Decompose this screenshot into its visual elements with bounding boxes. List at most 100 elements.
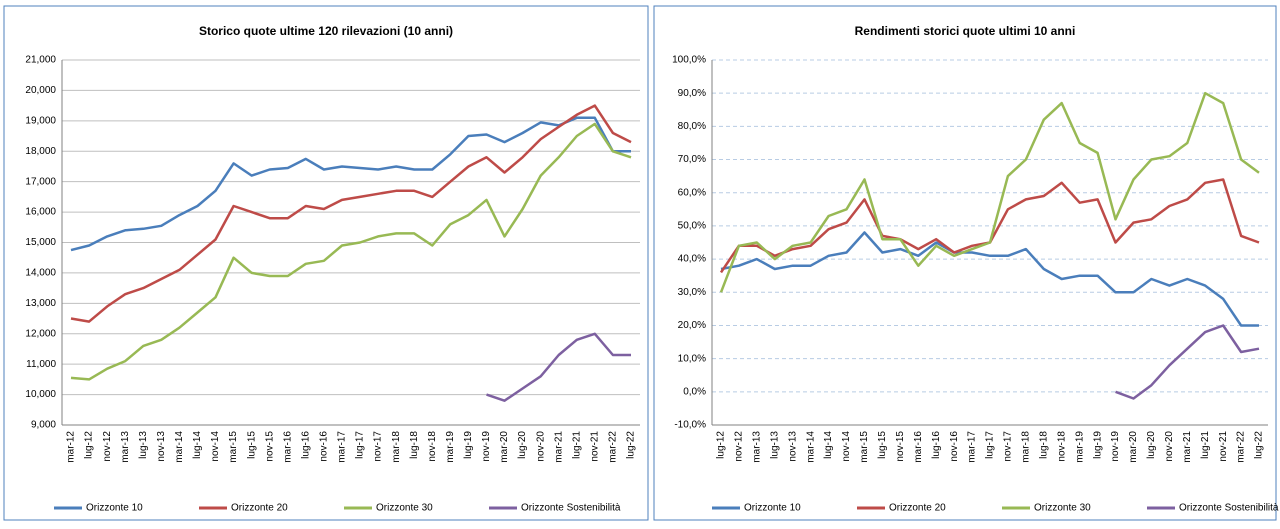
x-tick-label: lug-18 [1038, 431, 1049, 459]
x-tick-label: lug-14 [823, 431, 834, 459]
x-tick-label: lug-19 [1092, 431, 1103, 459]
x-tick-label: lug-12 [84, 431, 95, 459]
y-tick-label: 50,0% [678, 221, 706, 232]
y-tick-label: 90,0% [678, 88, 706, 99]
x-tick-label: lug-21 [1200, 431, 1211, 459]
x-tick-label: lug-13 [138, 431, 149, 459]
x-tick-label: mar-18 [391, 431, 402, 463]
x-tick-label: mar-16 [282, 431, 293, 463]
x-tick-label: lug-21 [571, 431, 582, 459]
x-tick-label: lug-20 [1146, 431, 1157, 459]
x-tick-label: nov-18 [1056, 431, 1067, 462]
legend-label: Orizzonte 30 [1034, 503, 1091, 514]
x-tick-label: mar-21 [1182, 431, 1193, 463]
y-tick-label: 30,0% [678, 287, 706, 298]
x-tick-label: lug-22 [1254, 431, 1265, 459]
x-tick-label: mar-12 [66, 431, 77, 463]
x-tick-label: mar-18 [1021, 431, 1032, 463]
x-tick-label: mar-17 [967, 431, 978, 463]
x-tick-label: mar-13 [751, 431, 762, 463]
chart-panel [653, 5, 1277, 521]
x-tick-label: mar-14 [174, 431, 185, 463]
x-tick-label: nov-21 [1218, 431, 1229, 462]
y-tick-label: 10,0% [678, 353, 706, 364]
y-tick-label: 40,0% [678, 254, 706, 265]
x-tick-label: lug-15 [246, 431, 257, 459]
y-tick-label: 21,000 [25, 55, 56, 66]
x-tick-label: nov-19 [481, 431, 492, 462]
x-tick-label: lug-14 [192, 431, 203, 459]
x-tick-label: nov-12 [734, 431, 745, 462]
data-line [719, 91, 1260, 293]
x-tick-label: lug-22 [626, 431, 637, 459]
chart-panel [3, 5, 649, 521]
x-tick-label: lug-12 [716, 431, 727, 459]
x-tick-label: nov-20 [1164, 431, 1175, 462]
y-tick-label: 70,0% [678, 154, 706, 165]
y-tick-label: 0,0% [683, 386, 706, 397]
x-tick-label: lug-18 [409, 431, 420, 459]
data-line [70, 116, 631, 252]
y-tick-label: 20,000 [25, 85, 56, 96]
chart-title: Storico quote ultime 120 rilevazioni (10… [199, 24, 453, 38]
x-tick-label: nov-14 [210, 431, 221, 462]
x-tick-label: mar-16 [913, 431, 924, 463]
x-tick-label: lug-15 [877, 431, 888, 459]
y-tick-label: 13,000 [25, 298, 56, 309]
legend-label: Orizzonte 20 [231, 503, 288, 514]
legend-label: Orizzonte 30 [376, 503, 433, 514]
x-tick-label: nov-16 [319, 431, 330, 462]
x-tick-label: mar-22 [1236, 431, 1247, 463]
legend-label: Orizzonte Sostenibilità [1179, 503, 1279, 514]
x-tick-label: nov-20 [535, 431, 546, 462]
x-tick-label: lug-20 [517, 431, 528, 459]
x-tick-label: mar-15 [859, 431, 870, 463]
x-tick-label: lug-16 [300, 431, 311, 459]
x-tick-label: nov-18 [427, 431, 438, 462]
y-tick-label: 17,000 [25, 176, 56, 187]
x-tick-label: nov-12 [102, 431, 113, 462]
data-line [486, 332, 631, 402]
legend-label: Orizzonte Sostenibilità [521, 503, 621, 514]
x-tick-label: mar-21 [553, 431, 564, 463]
legend-label: Orizzonte 20 [889, 503, 946, 514]
y-tick-label: -10,0% [674, 420, 706, 431]
x-tick-label: nov-13 [787, 431, 798, 462]
x-tick-label: nov-15 [895, 431, 906, 462]
data-line [1115, 324, 1260, 400]
legend-label: Orizzonte 10 [86, 503, 143, 514]
x-tick-label: mar-13 [120, 431, 131, 463]
y-tick-label: 18,000 [25, 146, 56, 157]
x-tick-label: mar-20 [499, 431, 510, 463]
x-tick-label: nov-13 [156, 431, 167, 462]
x-tick-label: nov-19 [1110, 431, 1121, 462]
x-tick-label: mar-14 [805, 431, 816, 463]
y-tick-label: 100,0% [672, 55, 706, 66]
x-tick-label: lug-13 [769, 431, 780, 459]
x-tick-label: nov-16 [949, 431, 960, 462]
y-tick-label: 9,000 [31, 420, 56, 431]
legend-label: Orizzonte 10 [744, 503, 801, 514]
x-tick-label: lug-19 [463, 431, 474, 459]
x-tick-label: lug-17 [355, 431, 366, 459]
x-tick-label: mar-19 [1074, 431, 1085, 463]
data-line [70, 104, 632, 323]
y-tick-label: 10,000 [25, 389, 56, 400]
x-tick-label: nov-17 [1003, 431, 1014, 462]
y-tick-label: 12,000 [25, 328, 56, 339]
data-line [720, 231, 1259, 327]
x-tick-label: mar-20 [1128, 431, 1139, 463]
x-tick-label: mar-17 [337, 431, 348, 463]
y-tick-label: 60,0% [678, 187, 706, 198]
x-tick-label: lug-16 [931, 431, 942, 459]
x-tick-label: lug-17 [985, 431, 996, 459]
y-tick-label: 20,0% [678, 320, 706, 331]
chart-title: Rendimenti storici quote ultimi 10 anni [855, 24, 1076, 38]
y-tick-label: 16,000 [25, 207, 56, 218]
y-tick-label: 11,000 [26, 359, 56, 370]
y-tick-label: 15,000 [25, 237, 56, 248]
data-line [70, 122, 632, 381]
x-tick-label: nov-21 [589, 431, 600, 462]
y-tick-label: 19,000 [25, 115, 56, 126]
x-tick-label: mar-22 [608, 431, 619, 463]
